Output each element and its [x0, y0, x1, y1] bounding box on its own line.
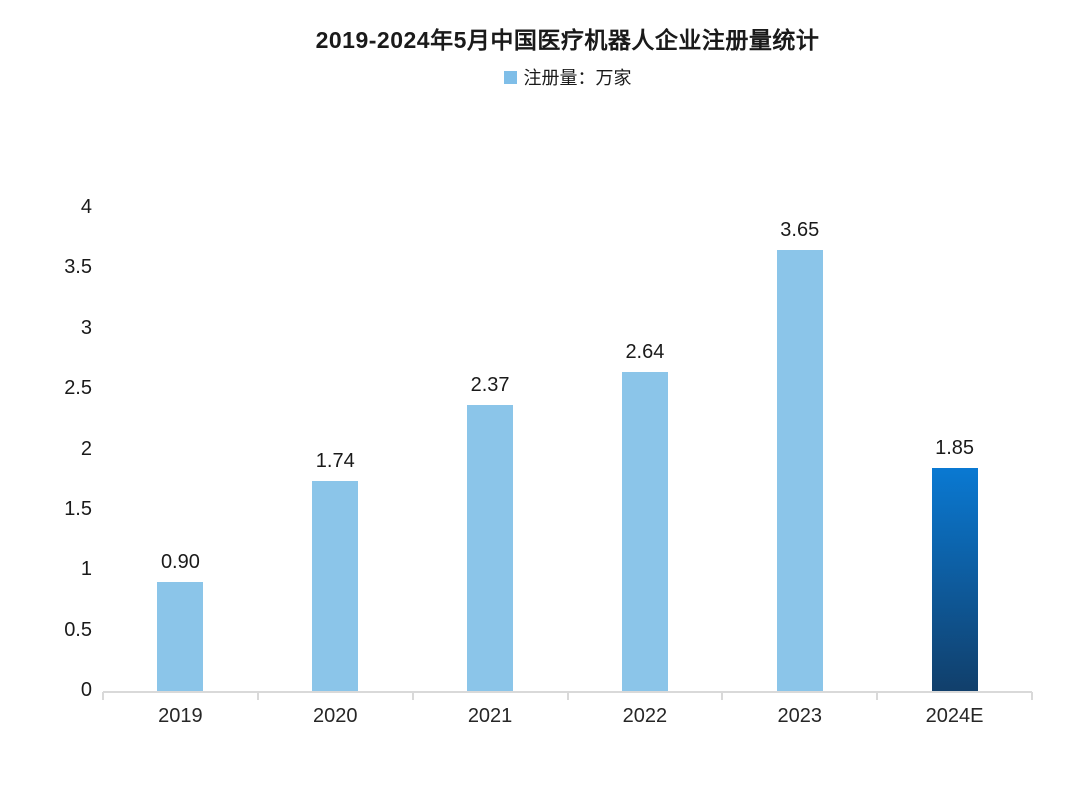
bar-value-label: 1.85	[935, 436, 975, 459]
bar-value-label: 0.90	[160, 551, 200, 574]
x-tick-label: 2019	[158, 705, 203, 727]
chart-title: 2019-2024年5月中国医疗机器人企业注册量统计	[315, 27, 820, 53]
y-tick-label: 2.5	[64, 377, 92, 400]
axis-tick	[102, 692, 104, 700]
bar-2021	[467, 404, 514, 691]
bar-2020	[312, 480, 359, 691]
x-tick-label: 2021	[467, 705, 513, 727]
axis-tick	[566, 692, 569, 700]
y-tick-label: 1	[80, 558, 92, 581]
y-tick-label: 2	[80, 437, 92, 460]
axis-tick	[721, 692, 724, 700]
y-axis-labels: 0 0.5 1 1.5 2 2.5 3 3.5 4	[28, 196, 92, 701]
axis-tick	[256, 692, 259, 700]
y-tick-label: 0.5	[64, 618, 92, 641]
y-tick-label: 1.5	[64, 497, 92, 520]
axis-tick	[411, 692, 414, 700]
bar-value-label: 1.74	[315, 449, 355, 472]
axis-tick	[1031, 692, 1033, 700]
bar-2024E	[931, 467, 978, 691]
bar-value-label: 2.37	[470, 373, 510, 396]
x-tick-label: 2024E	[925, 705, 984, 727]
legend: 注册量：万家	[103, 64, 1032, 90]
y-tick-label: 3.5	[64, 256, 92, 279]
x-tick-label: 2023	[777, 705, 822, 727]
plot-area: 0.90 2019 1.74 2020 2.37 2021 2.64 2022 3.65 2023…	[102, 208, 1033, 727]
legend-label: 注册量：万家	[523, 68, 632, 88]
bar-2023	[776, 250, 823, 691]
y-tick-label: 3	[80, 316, 92, 339]
x-tick-label: 2022	[622, 705, 668, 727]
y-tick-label: 0	[80, 679, 92, 701]
x-tick-label: 2020	[312, 705, 358, 727]
bar-2022	[621, 372, 668, 691]
bar-2019	[157, 582, 204, 691]
legend-swatch-icon	[503, 70, 517, 84]
axis-tick	[876, 692, 879, 700]
bar-value-label: 3.65	[780, 219, 820, 242]
y-tick-label: 4	[80, 196, 92, 218]
bar-value-label: 2.64	[625, 341, 665, 364]
